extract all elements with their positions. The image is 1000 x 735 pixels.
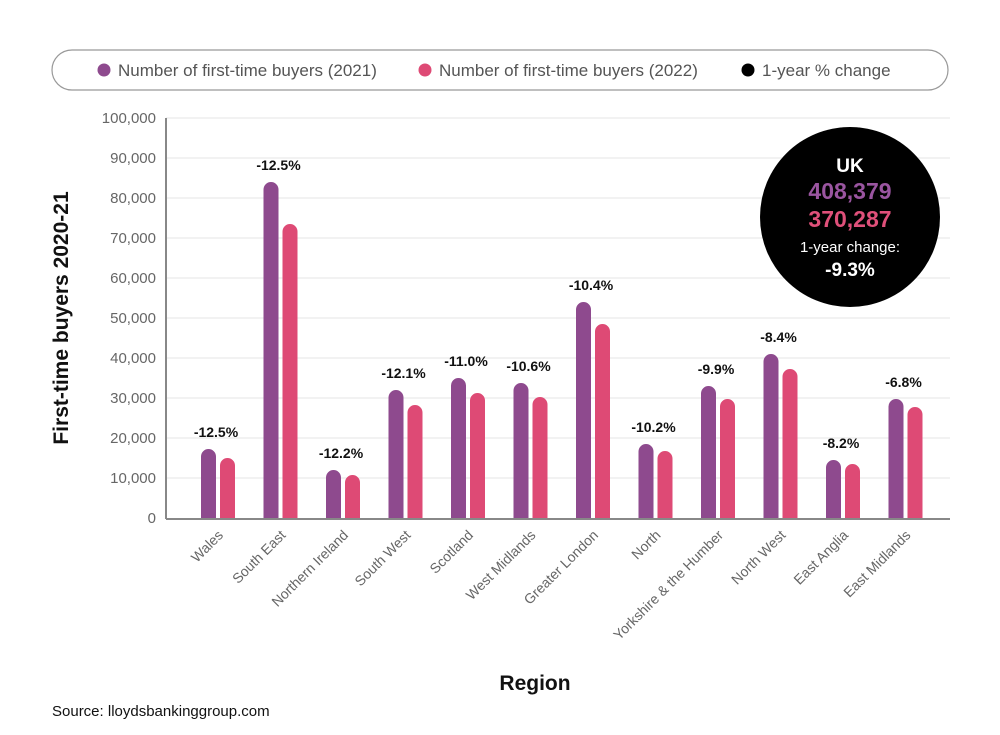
uk-change-value: -9.3% xyxy=(825,260,875,281)
change-label: -6.8% xyxy=(885,374,922,390)
legend-marker xyxy=(741,63,755,77)
change-label: -12.2% xyxy=(319,445,364,461)
y-tick-label: 10,000 xyxy=(110,470,156,487)
change-label: -8.4% xyxy=(760,329,797,345)
bar-2021 xyxy=(263,182,279,519)
bar-2022 xyxy=(407,405,423,518)
change-label: -9.9% xyxy=(698,361,735,377)
x-tick-label: East Anglia xyxy=(790,527,851,588)
x-tick-label: South East xyxy=(229,527,289,587)
bar-2021 xyxy=(451,378,466,518)
bar-2021 xyxy=(201,449,216,518)
bar-2022 xyxy=(345,475,360,518)
change-label: -10.4% xyxy=(569,277,614,293)
x-tick-label: Yorkshire & the Humber xyxy=(610,527,726,643)
bar-2021 xyxy=(326,470,341,518)
y-tick-label: 0 xyxy=(148,510,156,527)
bar-2021 xyxy=(576,302,591,518)
bar-2022 xyxy=(720,399,735,518)
y-tick-label: 90,000 xyxy=(110,150,156,167)
bar-2021 xyxy=(701,386,716,518)
bar-2022 xyxy=(907,407,923,518)
bar-2022 xyxy=(845,464,860,518)
uk-value-2022: 370,287 xyxy=(808,206,891,232)
legend-label: Number of first-time buyers (2022) xyxy=(439,61,698,80)
change-label: -11.0% xyxy=(444,353,488,369)
y-tick-label: 50,000 xyxy=(110,310,156,327)
y-tick-label: 20,000 xyxy=(110,430,156,447)
bar-2022 xyxy=(595,324,610,518)
legend: Number of first-time buyers (2021) Number… xyxy=(97,61,891,80)
uk-label: UK xyxy=(836,156,864,177)
x-tick-label: North West xyxy=(728,527,789,588)
change-label: -10.2% xyxy=(631,419,676,435)
x-tick-label: South West xyxy=(351,527,413,589)
legend-marker xyxy=(418,63,432,77)
x-tick-label: North xyxy=(628,527,664,563)
y-tick-label: 40,000 xyxy=(110,350,156,367)
x-tick-label: East Midlands xyxy=(840,527,913,600)
uk-change-label: 1-year change: xyxy=(800,239,900,256)
legend-label: Number of first-time buyers (2021) xyxy=(118,61,377,80)
change-label: -12.5% xyxy=(256,157,301,173)
y-axis-label: First-time buyers 2020-21 xyxy=(50,191,73,445)
y-tick-label: 80,000 xyxy=(110,190,156,207)
y-tick-label: 60,000 xyxy=(110,270,156,287)
bar-2021 xyxy=(888,399,904,518)
bar-2022 xyxy=(532,397,548,518)
legend-marker xyxy=(97,63,111,77)
bar-2022 xyxy=(220,458,235,518)
change-label: -12.5% xyxy=(194,424,239,440)
change-label: -10.6% xyxy=(506,358,551,374)
y-tick-label: 30,000 xyxy=(110,390,156,407)
y-tick-label: 70,000 xyxy=(110,230,156,247)
legend-label: 1-year % change xyxy=(762,61,891,80)
bar-2022 xyxy=(282,224,298,519)
bar-2021 xyxy=(763,354,779,518)
bar-2022 xyxy=(782,369,798,518)
bar-2022 xyxy=(657,451,673,518)
y-tick-label: 100,000 xyxy=(102,110,156,127)
legend-box xyxy=(51,49,949,91)
bar-2021 xyxy=(388,390,404,518)
x-tick-label: Wales xyxy=(188,527,226,565)
change-label: -8.2% xyxy=(823,435,860,451)
change-label: -12.1% xyxy=(381,365,426,381)
bar-2021 xyxy=(638,444,654,518)
source-note: Source: lloydsbankinggroup.com xyxy=(52,703,270,720)
x-tick-label: Scotland xyxy=(426,527,476,577)
uk-summary: UK 408,379 370,287 1-year change: -9.3% xyxy=(760,127,940,307)
bar-2022 xyxy=(470,393,485,518)
bar-2021 xyxy=(513,383,529,518)
x-axis-label: Region xyxy=(499,672,570,695)
bar-2021 xyxy=(826,460,841,518)
uk-value-2021: 408,379 xyxy=(808,178,891,204)
